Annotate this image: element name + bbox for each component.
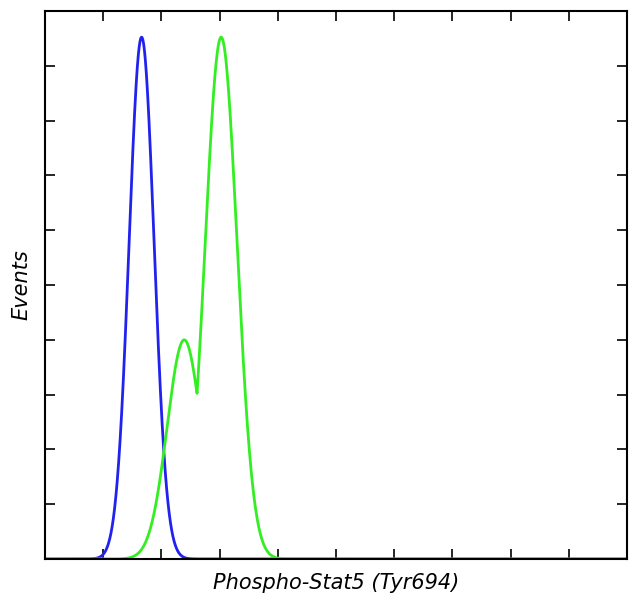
X-axis label: Phospho-Stat5 (Tyr694): Phospho-Stat5 (Tyr694) [213, 573, 459, 593]
Y-axis label: Events: Events [11, 249, 31, 321]
